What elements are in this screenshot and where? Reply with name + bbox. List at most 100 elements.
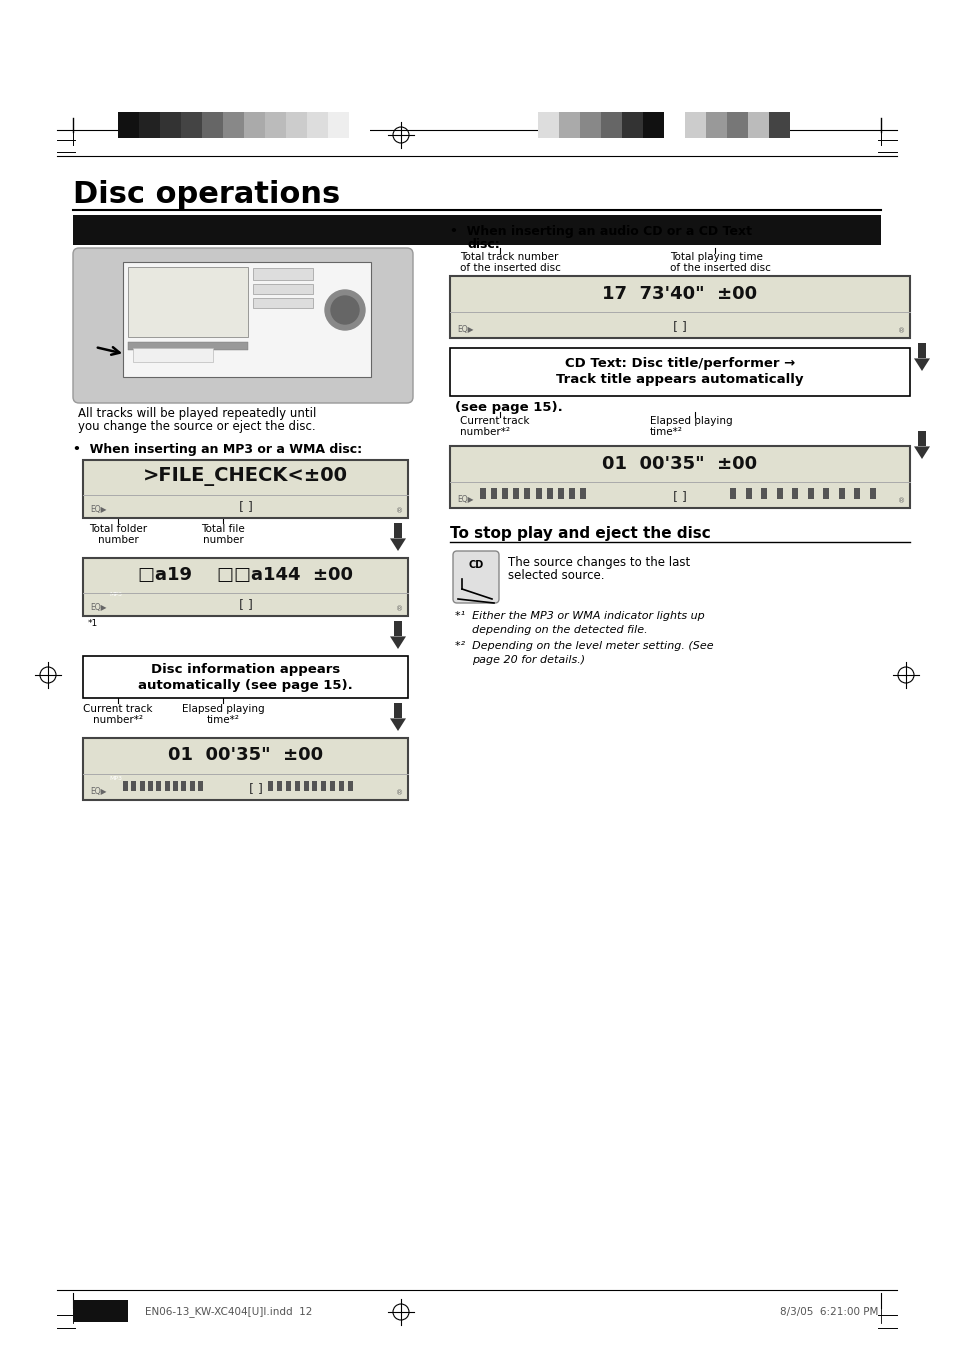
Circle shape — [167, 272, 169, 273]
Circle shape — [167, 307, 169, 308]
Circle shape — [192, 284, 193, 285]
Circle shape — [197, 319, 198, 320]
Circle shape — [149, 284, 151, 285]
Circle shape — [155, 296, 156, 297]
Text: time*²: time*² — [207, 715, 239, 725]
Circle shape — [203, 296, 205, 297]
Bar — [546, 488, 552, 499]
Circle shape — [155, 272, 156, 273]
Circle shape — [203, 307, 205, 308]
Circle shape — [143, 296, 145, 297]
Text: [ ]: [ ] — [238, 500, 253, 513]
Text: 01  00'35"  ±00: 01 00'35" ±00 — [601, 455, 757, 473]
Circle shape — [221, 284, 222, 285]
Bar — [253, 299, 313, 308]
Circle shape — [149, 307, 151, 308]
FancyBboxPatch shape — [105, 773, 127, 784]
Polygon shape — [913, 446, 929, 459]
Bar — [202, 112, 223, 138]
Polygon shape — [913, 358, 929, 372]
Text: EN06-13_KW-XC404[U]I.indd  12: EN06-13_KW-XC404[U]I.indd 12 — [145, 1306, 312, 1317]
Bar — [568, 488, 575, 499]
Text: To stop play and eject the disc: To stop play and eject the disc — [450, 526, 710, 540]
Circle shape — [227, 307, 229, 308]
Bar — [558, 488, 563, 499]
Circle shape — [203, 272, 205, 273]
Circle shape — [227, 296, 229, 297]
Bar — [83, 657, 408, 698]
Bar — [244, 112, 265, 138]
Circle shape — [185, 272, 187, 273]
Polygon shape — [390, 636, 406, 648]
Circle shape — [203, 319, 205, 320]
Bar — [307, 112, 328, 138]
Bar — [321, 781, 326, 792]
Bar — [684, 112, 705, 138]
Circle shape — [173, 284, 174, 285]
Text: Disc operations: Disc operations — [73, 180, 340, 209]
Circle shape — [331, 296, 358, 324]
Circle shape — [149, 319, 151, 320]
Bar — [524, 488, 530, 499]
Bar — [198, 781, 203, 792]
Bar — [918, 343, 924, 358]
Bar — [600, 112, 621, 138]
Circle shape — [161, 319, 163, 320]
Text: EQ▶: EQ▶ — [90, 788, 107, 796]
Text: ®: ® — [396, 508, 403, 513]
Bar — [535, 488, 541, 499]
Bar — [791, 488, 798, 499]
Bar — [394, 703, 401, 719]
Bar — [663, 112, 684, 138]
Bar — [181, 781, 186, 792]
Text: MP3: MP3 — [110, 593, 122, 597]
Text: [ ]: [ ] — [249, 782, 262, 796]
Text: *¹  Either the MP3 or WMA indicator lights up: *¹ Either the MP3 or WMA indicator light… — [455, 611, 704, 621]
Circle shape — [167, 284, 169, 285]
Text: Total track number: Total track number — [459, 253, 558, 262]
Text: [ ]: [ ] — [673, 320, 686, 332]
Text: [ ]: [ ] — [673, 489, 686, 503]
Circle shape — [215, 307, 216, 308]
Text: ®: ® — [396, 607, 403, 612]
Bar — [156, 781, 161, 792]
Circle shape — [209, 284, 211, 285]
Bar — [745, 488, 751, 499]
Bar — [491, 488, 497, 499]
Bar — [118, 112, 139, 138]
FancyBboxPatch shape — [75, 218, 411, 243]
Bar — [726, 112, 747, 138]
Circle shape — [179, 296, 180, 297]
Circle shape — [197, 272, 198, 273]
Circle shape — [137, 284, 138, 285]
Text: Disc information appears: Disc information appears — [151, 662, 340, 676]
Bar — [73, 215, 880, 245]
Text: selected source.: selected source. — [507, 569, 604, 582]
Bar — [132, 781, 136, 792]
Circle shape — [137, 319, 138, 320]
Bar — [807, 488, 813, 499]
Text: CD Text: Disc title/performer →: CD Text: Disc title/performer → — [564, 357, 794, 370]
Text: The source changes to the last: The source changes to the last — [507, 557, 690, 569]
Bar — [268, 781, 273, 792]
Circle shape — [185, 319, 187, 320]
Circle shape — [221, 307, 222, 308]
Bar — [579, 488, 585, 499]
Circle shape — [221, 319, 222, 320]
Bar — [854, 488, 860, 499]
Text: •  When inserting an MP3 or a WMA disc:: • When inserting an MP3 or a WMA disc: — [73, 443, 362, 457]
Bar — [286, 112, 307, 138]
Bar — [747, 112, 768, 138]
Circle shape — [227, 284, 229, 285]
Circle shape — [167, 296, 169, 297]
Circle shape — [233, 307, 234, 308]
Text: *²  Depending on the level meter setting. (See: *² Depending on the level meter setting.… — [455, 640, 713, 651]
Bar — [132, 349, 213, 362]
Circle shape — [215, 272, 216, 273]
Bar — [172, 781, 178, 792]
Circle shape — [185, 296, 187, 297]
Bar — [537, 112, 558, 138]
Bar — [450, 276, 909, 338]
Text: 17  73'40"  ±00: 17 73'40" ±00 — [601, 285, 757, 303]
Text: EQ▶: EQ▶ — [456, 494, 473, 504]
